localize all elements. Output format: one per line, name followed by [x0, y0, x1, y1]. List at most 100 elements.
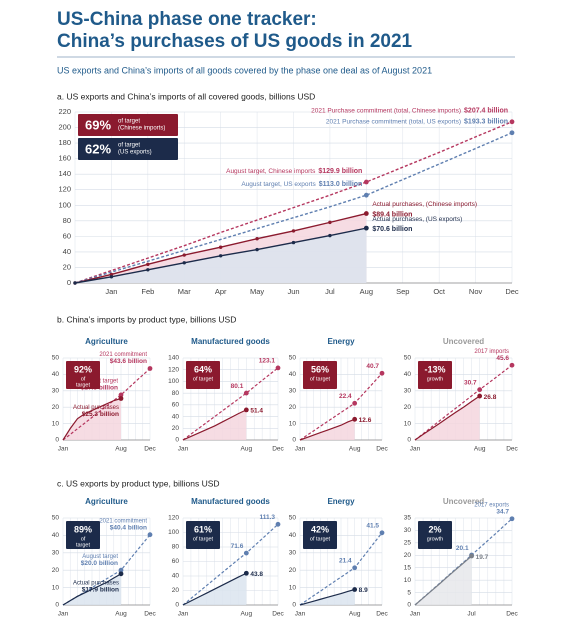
point: [118, 392, 124, 398]
badge: [78, 138, 178, 160]
page-title: US-China phase one tracker:: [57, 9, 317, 30]
point: [218, 245, 223, 249]
series-line: [299, 532, 383, 606]
chart-title: Uncovered: [443, 497, 484, 506]
point: [291, 229, 296, 233]
badge-value: 61%: [194, 524, 212, 534]
y-tick-label: 60: [172, 558, 180, 565]
x-tick-label: Jun: [287, 287, 299, 296]
y-tick-label: 60: [63, 231, 71, 240]
y-tick-label: 50: [404, 355, 412, 362]
area: [300, 419, 355, 440]
annotation: Actual purchases: [73, 580, 119, 586]
x-tick-label: Dec: [506, 446, 518, 453]
value-label: $17.9 billion: [82, 587, 119, 594]
x-tick-label: Nov: [469, 287, 483, 296]
badge: [186, 521, 220, 549]
point: [182, 253, 186, 257]
x-tick-label: Aug: [349, 446, 361, 453]
y-tick-label: 100: [168, 378, 179, 385]
y-tick-label: 15: [404, 564, 412, 571]
badge-value: 42%: [311, 524, 329, 534]
value-label: 26.8: [484, 394, 497, 401]
x-tick-label: Apr: [215, 287, 227, 296]
point: [379, 530, 385, 536]
value-label: 123.1: [259, 358, 276, 365]
y-tick-label: 40: [52, 371, 60, 378]
point: [255, 247, 259, 252]
value-label: $70.6 billion: [372, 226, 412, 233]
series-line: [74, 132, 513, 284]
annotation: 2017 imports: [474, 349, 509, 355]
series-line: [62, 368, 151, 441]
y-tick-label: 40: [63, 247, 71, 256]
value-label: 51.4: [250, 408, 263, 415]
y-tick-label: 25: [404, 540, 412, 547]
annotation: Actual purchases: [73, 405, 119, 411]
value-label: 12.6: [359, 417, 372, 424]
point: [118, 396, 124, 401]
point: [352, 400, 358, 406]
annotation: 2021 Purchase commitment (total, US expo…: [326, 118, 461, 125]
badge: [186, 361, 220, 389]
y-tick-label: 10: [289, 420, 297, 427]
badge-text: of target: [310, 376, 331, 382]
badge-text: (Chinese imports): [118, 126, 165, 132]
point: [469, 553, 474, 559]
point: [363, 225, 369, 231]
y-tick-label: 20: [404, 404, 412, 411]
point: [146, 268, 150, 272]
badge-value: 56%: [311, 364, 329, 374]
badge-text: growth: [427, 536, 444, 542]
badge-text: of target: [118, 119, 140, 125]
value-label: $89.4 billion: [372, 211, 412, 218]
annotation: 2021 Purchase commitment (total, Chinese…: [311, 108, 461, 115]
badge-value: 64%: [194, 364, 212, 374]
badge-value: 89%: [74, 524, 92, 534]
point: [147, 366, 153, 371]
x-tick-label: Aug: [115, 611, 127, 618]
y-tick-label: 40: [52, 532, 60, 539]
y-tick-label: 20: [172, 425, 180, 432]
y-tick-label: 40: [172, 413, 180, 420]
point: [243, 390, 249, 396]
point: [147, 532, 153, 538]
y-tick-label: 20: [404, 552, 412, 559]
point: [109, 272, 114, 277]
area: [183, 409, 247, 440]
annotation: 2017 exports: [474, 502, 509, 508]
x-tick-label: Jan: [295, 611, 306, 618]
chart-title: Energy: [327, 337, 355, 346]
x-tick-label: Dec: [144, 446, 156, 453]
y-tick-label: 200: [58, 123, 71, 132]
y-tick-label: 180: [58, 138, 71, 147]
value-label: $193.3 billion: [464, 119, 508, 126]
value-label: 20.1: [456, 545, 469, 552]
x-tick-label: Jan: [105, 287, 117, 296]
point: [182, 261, 186, 265]
y-tick-label: 100: [168, 529, 179, 536]
x-tick-label: Aug: [360, 287, 373, 296]
badge: [66, 361, 100, 389]
series-line: [414, 364, 513, 441]
area: [300, 589, 355, 605]
y-tick-label: 0: [175, 437, 179, 444]
x-tick-label: Jan: [410, 446, 421, 453]
value-label: $25.3 billion: [82, 411, 119, 418]
y-tick-label: 30: [289, 550, 297, 557]
x-tick-label: Jan: [58, 446, 69, 453]
page-title: China’s purchases of US goods in 2021: [57, 31, 413, 52]
series-line: [182, 523, 279, 606]
x-tick-label: Aug: [241, 446, 253, 453]
badge-text: of: [81, 536, 86, 542]
badge: [418, 521, 452, 549]
badge-text: target: [76, 542, 91, 548]
y-tick-label: 30: [289, 388, 297, 395]
point: [352, 565, 358, 571]
value-label: 34.7: [496, 508, 509, 515]
value-label: 71.6: [231, 543, 244, 550]
series-line: [62, 573, 122, 606]
point: [363, 211, 369, 216]
point: [291, 240, 296, 245]
x-tick-label: Dec: [505, 287, 519, 296]
